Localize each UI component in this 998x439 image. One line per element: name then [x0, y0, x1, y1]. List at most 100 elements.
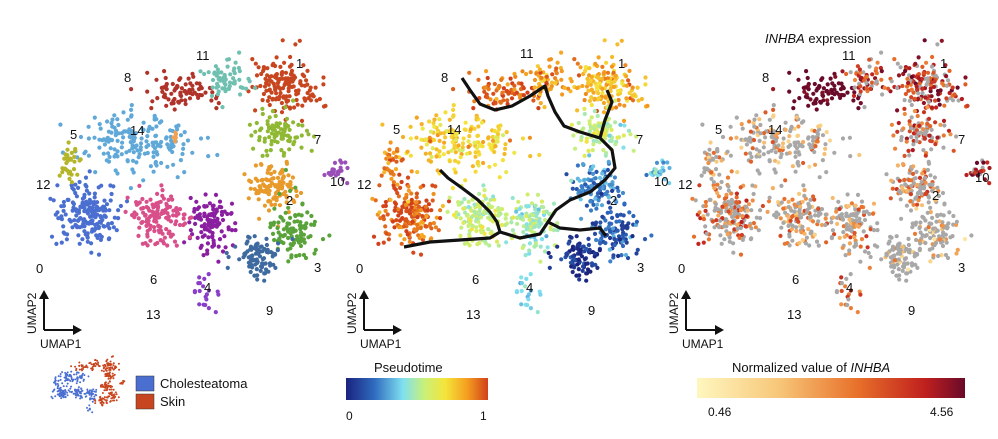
cluster-0-point	[92, 195, 97, 200]
pseudotime-point	[588, 199, 593, 204]
cluster-2-point	[258, 185, 263, 190]
cluster-7-point	[274, 131, 279, 136]
mini-umap-point	[94, 390, 97, 393]
cluster-1-point	[267, 87, 272, 92]
pseudotime-point	[615, 213, 620, 219]
pseudotime-point	[560, 92, 565, 97]
pseudotime-point	[616, 97, 621, 103]
pseudotime-point	[371, 234, 377, 239]
cluster-10-point	[332, 160, 338, 165]
cluster-12-point	[75, 172, 80, 177]
inhba-point	[800, 224, 805, 229]
inhba-point	[746, 202, 752, 207]
cluster-5-point	[131, 137, 136, 142]
pseudotime-point	[409, 197, 414, 202]
pseudotime-point	[482, 193, 487, 198]
cluster-1-point	[267, 95, 272, 100]
cluster-4-point	[205, 214, 210, 219]
inhba-point	[939, 38, 944, 43]
inhba-point	[754, 147, 759, 152]
mini-umap-point	[75, 382, 78, 385]
cluster-8-point	[191, 74, 196, 79]
inhba-point	[935, 42, 940, 47]
pseudotime-colorbar-title: Pseudotime	[374, 360, 443, 375]
mini-umap-point	[109, 374, 111, 377]
cluster-7-point	[293, 135, 298, 140]
pseudotime-point	[613, 73, 618, 78]
inhba-point	[925, 105, 930, 110]
pseudotime-point	[504, 240, 509, 245]
inhba-point	[758, 131, 763, 136]
cluster-5-point	[102, 142, 107, 147]
inhba-point	[740, 214, 745, 219]
cluster-1-point	[250, 57, 255, 62]
cluster-6-point	[158, 238, 163, 243]
inhba-point	[804, 69, 809, 74]
cluster-5-point	[106, 129, 111, 134]
pseudotime-point	[438, 122, 443, 128]
cluster-9-point	[264, 242, 269, 248]
inhba-point	[914, 237, 919, 243]
inhba-point	[907, 153, 912, 158]
inhba-point	[914, 84, 919, 89]
mini-umap-point	[91, 368, 94, 371]
inhba-point	[889, 178, 894, 183]
pseudotime-point	[611, 253, 616, 258]
cluster-label-3: 3	[314, 260, 321, 275]
pseudotime-point	[427, 223, 432, 228]
inhba-point	[928, 235, 933, 241]
inhba-point	[824, 240, 829, 245]
inhba-point	[749, 236, 754, 241]
cluster-0-point	[89, 241, 94, 246]
pseudotime-point	[532, 85, 537, 90]
cluster-0-point	[83, 175, 89, 180]
cluster-11-point	[206, 70, 211, 75]
cluster-2-point	[281, 191, 287, 196]
cluster-9-point	[260, 257, 265, 262]
pseudotime-point	[459, 200, 464, 205]
mini-umap-point	[104, 381, 107, 384]
mini-umap-point	[52, 389, 55, 392]
pseudotime-point	[616, 253, 621, 259]
inhba-point	[955, 247, 960, 252]
pseudotime-point	[424, 224, 429, 229]
pseudotime-point	[525, 192, 530, 197]
mini-umap-point	[87, 392, 90, 395]
inhba-point	[851, 93, 857, 98]
pseudotime-point	[452, 158, 458, 163]
cluster-2-point	[284, 195, 289, 200]
inhba-point	[896, 120, 901, 126]
inhba-point	[931, 226, 936, 231]
inhba-point	[852, 77, 858, 83]
mini-umap-point	[66, 378, 69, 380]
cluster-2-point	[298, 190, 304, 196]
pseudotime-point	[370, 196, 375, 201]
inhba-point	[941, 145, 946, 150]
inhba-point	[738, 225, 743, 231]
inhba-umap-panel: INHBA expression 11 1 8 5 14 7 12 10 2 3…	[667, 31, 992, 419]
inhba-point	[806, 227, 811, 232]
inhba-point	[778, 233, 783, 238]
inhba-point	[909, 135, 914, 140]
inhba-point	[825, 98, 830, 103]
cluster-5-point	[110, 124, 115, 129]
cluster-6-point	[171, 213, 176, 218]
inhba-point	[934, 219, 939, 224]
inhba-point	[817, 175, 822, 180]
pseudotime-point	[466, 223, 471, 228]
cluster-6-point	[164, 227, 169, 232]
pseudotime-point	[488, 197, 493, 202]
pseudotime-point	[393, 167, 399, 172]
inhba-point	[919, 203, 925, 208]
cluster-4-point	[219, 229, 224, 234]
pseudotime-point	[447, 195, 452, 200]
pseudotime-point	[389, 170, 394, 175]
pseudotime-point	[555, 221, 560, 226]
cluster-1-point	[278, 76, 283, 82]
cluster-7-point	[269, 131, 274, 136]
mini-umap-point	[115, 399, 118, 402]
inhba-point	[713, 201, 719, 207]
pseudotime-point	[589, 102, 594, 108]
cluster-9-point	[248, 254, 253, 259]
cluster-2-point	[255, 178, 260, 183]
